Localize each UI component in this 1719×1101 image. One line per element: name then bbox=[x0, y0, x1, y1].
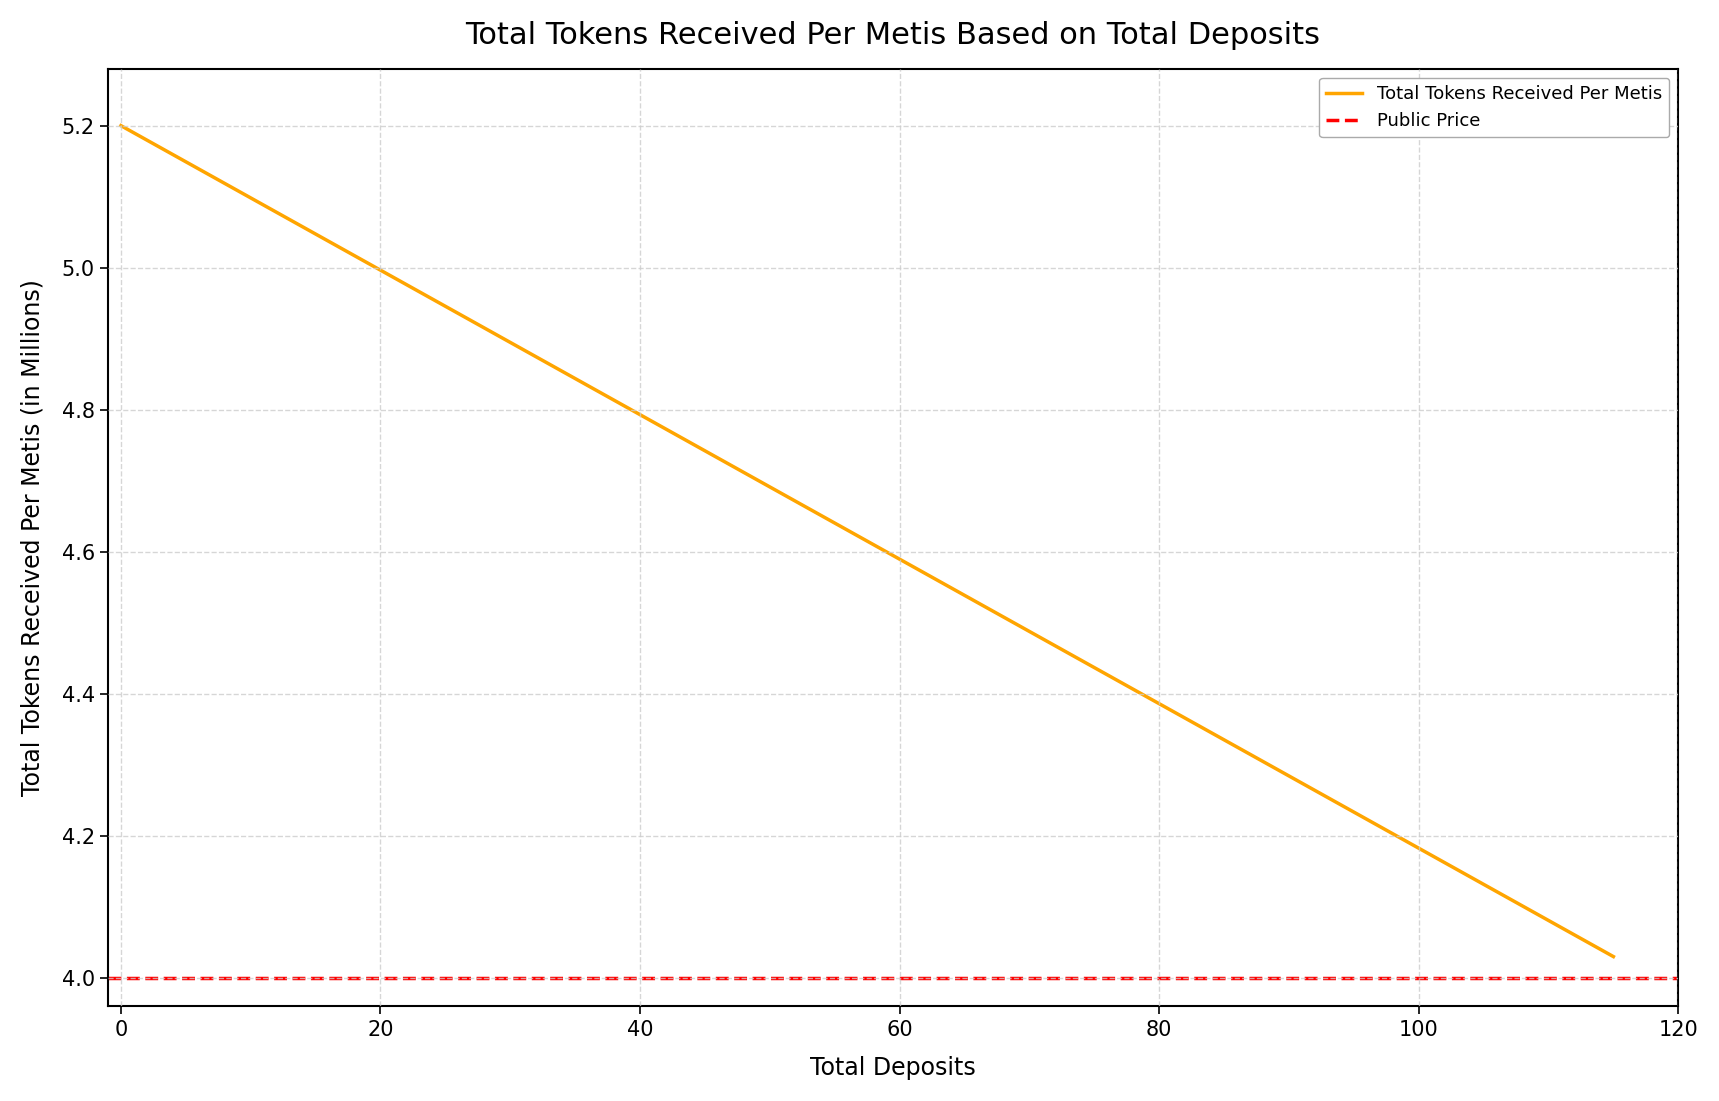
Legend: Total Tokens Received Per Metis, Public Price: Total Tokens Received Per Metis, Public … bbox=[1318, 78, 1669, 138]
Total Tokens Received Per Metis bbox=[1568, 930, 1588, 944]
Total Tokens Received Per Metis bbox=[829, 519, 849, 532]
Y-axis label: Total Tokens Received Per Metis (in Millions): Total Tokens Received Per Metis (in Mill… bbox=[21, 280, 45, 796]
Public Price bbox=[110, 971, 131, 984]
Total Tokens Received Per Metis bbox=[1604, 950, 1624, 963]
Total Tokens Received Per Metis bbox=[999, 613, 1019, 626]
Total Tokens Received Per Metis bbox=[918, 568, 939, 581]
Total Tokens Received Per Metis bbox=[1334, 800, 1355, 814]
Total Tokens Received Per Metis bbox=[820, 514, 841, 527]
Public Price bbox=[124, 971, 144, 984]
Total Tokens Received Per Metis bbox=[110, 119, 131, 132]
X-axis label: Total Deposits: Total Deposits bbox=[810, 1056, 976, 1080]
Title: Total Tokens Received Per Metis Based on Total Deposits: Total Tokens Received Per Metis Based on… bbox=[466, 21, 1320, 50]
Line: Total Tokens Received Per Metis: Total Tokens Received Per Metis bbox=[120, 126, 1614, 957]
